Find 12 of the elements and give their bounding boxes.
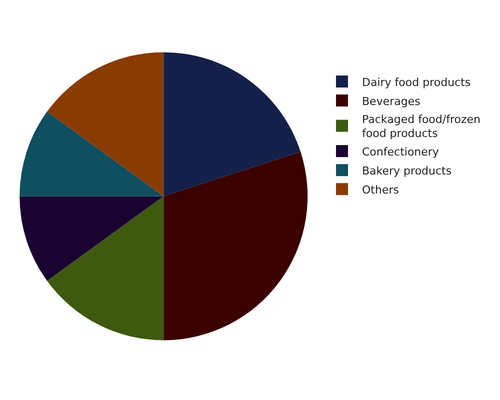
pie-slice bbox=[20, 112, 164, 196]
legend-label: Confectionery bbox=[362, 145, 440, 158]
pie-slice bbox=[47, 52, 164, 196]
legend-label: Packaged food/frozen food products bbox=[362, 112, 481, 140]
legend-label: Others bbox=[362, 183, 400, 196]
pie-slice bbox=[164, 52, 301, 196]
legend-label: Bakery products bbox=[362, 164, 452, 178]
pie-slice bbox=[20, 196, 164, 281]
legend-label: Dairy food products bbox=[362, 76, 471, 89]
pie-slice bbox=[164, 152, 308, 340]
pie-slice bbox=[47, 196, 164, 340]
legend-label: Beverages bbox=[362, 94, 421, 108]
